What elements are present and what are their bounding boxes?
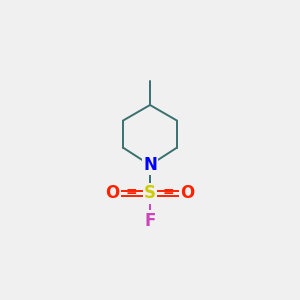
Text: S: S [144, 184, 156, 202]
Text: =: = [125, 185, 137, 199]
Text: O: O [105, 184, 120, 202]
Text: F: F [144, 212, 156, 230]
Text: N: N [143, 156, 157, 174]
Text: O: O [180, 184, 195, 202]
Text: =: = [163, 185, 175, 199]
